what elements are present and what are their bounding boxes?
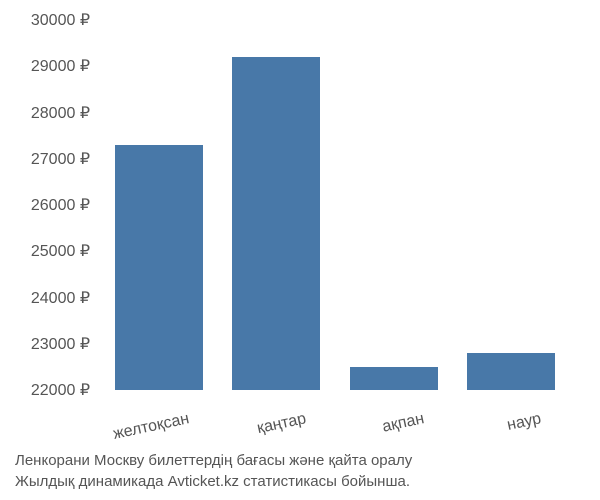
x-tick-label: қаңтар	[216, 410, 308, 446]
bar	[115, 145, 203, 390]
y-tick-label: 29000 ₽	[31, 56, 90, 76]
chart-caption: Ленкорани Москву билеттердің бағасы және…	[15, 450, 412, 492]
bars-group	[100, 20, 570, 390]
chart-container: 22000 ₽ 23000 ₽ 24000 ₽ 25000 ₽ 26000 ₽ 27000…	[0, 0, 600, 500]
y-tick-label: 22000 ₽	[31, 380, 90, 400]
y-tick-label: 30000 ₽	[31, 10, 90, 30]
y-tick-label: 26000 ₽	[31, 195, 90, 215]
bar	[350, 367, 438, 390]
bar	[467, 353, 555, 390]
y-axis: 22000 ₽23000 ₽24000 ₽25000 ₽26000 ₽27000…	[0, 20, 95, 390]
x-tick-label: наур	[451, 410, 543, 446]
x-tick-label: ақпан	[334, 410, 426, 446]
plot-area	[100, 20, 570, 390]
y-tick-label: 27000 ₽	[31, 149, 90, 169]
caption-line-1: Ленкорани Москву билеттердің бағасы және…	[15, 450, 412, 471]
bar	[232, 57, 320, 390]
y-tick-label: 28000 ₽	[31, 103, 90, 123]
y-tick-label: 24000 ₽	[31, 288, 90, 308]
x-axis: желтоқсан қаңтар ақпан наур	[100, 395, 570, 445]
x-tick-label: желтоқсан	[99, 410, 191, 446]
y-tick-label: 25000 ₽	[31, 241, 90, 261]
y-tick-label: 23000 ₽	[31, 334, 90, 354]
caption-line-2: Жылдық динамикада Avticket.kz статистика…	[15, 471, 412, 492]
